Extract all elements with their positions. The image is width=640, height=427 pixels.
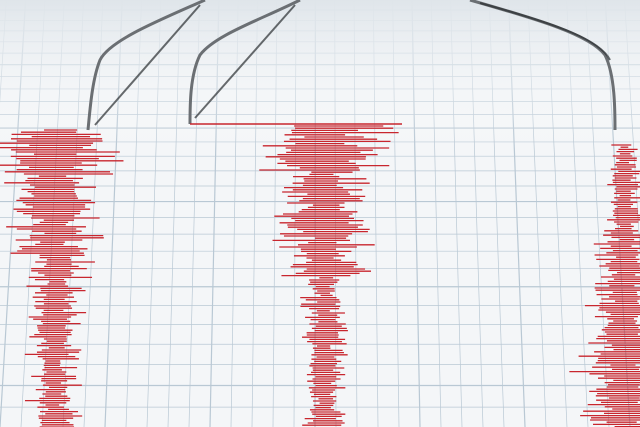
needle-center: [188, 0, 301, 125]
seismic-traces: [0, 125, 640, 427]
recording-needles: [86, 0, 617, 131]
needle-center-shadow: [194, 4, 296, 119]
needle-right-shadow: [479, 2, 611, 61]
needle-left: [86, 0, 206, 131]
needle-left-shadow: [94, 4, 201, 126]
